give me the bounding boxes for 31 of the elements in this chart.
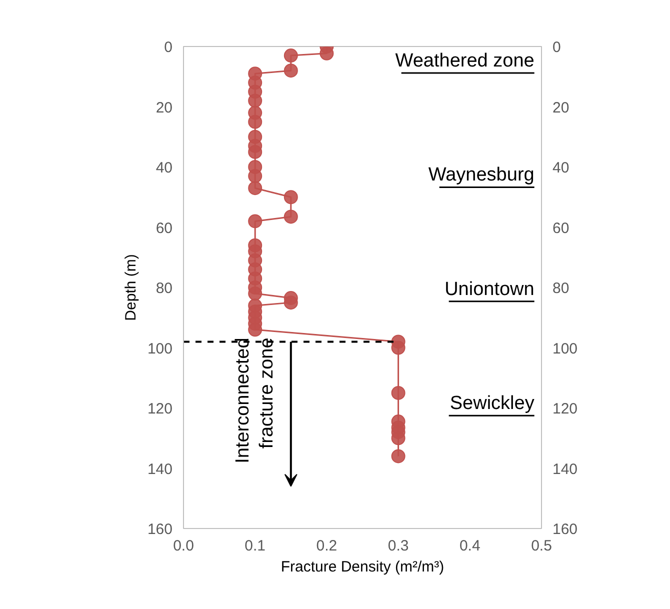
y2-tick-label: 60 bbox=[552, 220, 570, 237]
y-tick-label: 160 bbox=[147, 521, 173, 538]
x-tick-label: 0.5 bbox=[531, 538, 552, 554]
y2-tick-label: 160 bbox=[552, 521, 578, 538]
annotation: Sewickley bbox=[450, 393, 535, 414]
y-tick-label: 100 bbox=[147, 340, 173, 358]
annotation: Weathered zone bbox=[395, 50, 534, 72]
y-tick-label: 20 bbox=[156, 99, 173, 116]
x-tick-label: 0.2 bbox=[316, 538, 338, 554]
y-tick-label: 0 bbox=[164, 39, 172, 56]
y2-tick-label: 100 bbox=[552, 340, 578, 358]
y-tick-label: 80 bbox=[156, 280, 173, 297]
annotation: Interconnected fracture zone bbox=[232, 338, 278, 464]
y2-tick-label: 120 bbox=[552, 400, 578, 418]
x-tick-label: 0.1 bbox=[244, 538, 266, 554]
y2-tick-label: 0 bbox=[552, 39, 561, 56]
annotation: Waynesburg bbox=[428, 164, 534, 186]
y-tick-label: 140 bbox=[147, 460, 173, 478]
x-axis-title: Fracture Density (m²/m³) bbox=[280, 558, 444, 576]
y2-tick-label: 20 bbox=[552, 99, 570, 116]
y2-tick-label: 40 bbox=[552, 160, 570, 176]
y-tick-label: 120 bbox=[147, 400, 173, 418]
annotation: Uniontown bbox=[444, 278, 534, 300]
y-tick-label: 60 bbox=[156, 220, 173, 237]
y-axis-title: Depth (m) bbox=[122, 254, 140, 321]
y-tick-label: 40 bbox=[156, 160, 173, 176]
x-tick-label: 0.0 bbox=[173, 538, 194, 554]
y2-tick-label: 80 bbox=[552, 280, 570, 297]
x-tick-label: 0.4 bbox=[459, 538, 480, 554]
y2-tick-label: 140 bbox=[552, 460, 578, 478]
x-tick-label: 0.3 bbox=[388, 538, 409, 554]
